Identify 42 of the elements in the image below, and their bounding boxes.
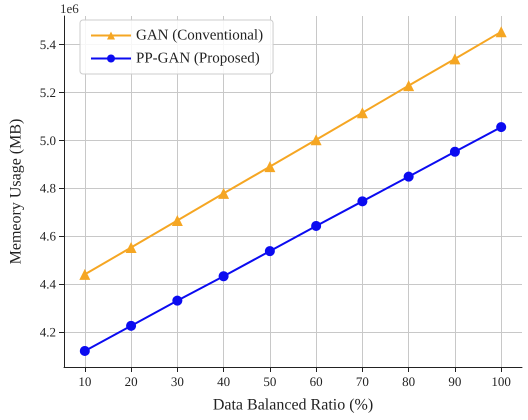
point [496,122,506,132]
point [126,242,137,254]
point [218,188,230,199]
point [79,268,90,280]
point [450,146,460,157]
legend-label: PP-GAN (Proposed) [136,50,260,66]
point [172,214,183,226]
x-tick-label: 20 [124,374,138,389]
point [356,107,368,118]
point [126,320,136,331]
y-tick-label: 5.4 [40,36,56,52]
x-tick-label: 50 [263,374,276,389]
point [496,26,507,38]
point [80,346,90,356]
x-tick-label: 70 [356,374,369,389]
x-tick-label: 60 [310,374,323,389]
x-axis-title: Data Balanced Ratio (%) [212,396,374,414]
point [172,296,182,306]
point [404,172,414,182]
x-tick-label: 30 [170,374,184,389]
x-tick-label: 100 [491,374,511,389]
x-tick-label: 80 [402,374,416,389]
legend-label: GAN (Conventional) [136,28,264,44]
y-axis-title: Memeory Usage (MB) [8,118,24,264]
point [264,161,276,172]
annotation: 1e6 [60,1,80,16]
x-tick-label: 40 [217,374,230,389]
y-tick-label: 4.8 [40,180,56,196]
point [311,220,322,231]
y-tick-label: 4.4 [40,276,56,292]
x-tick-label: 90 [448,374,462,389]
point [218,271,229,282]
y-tick-label: 4.2 [40,324,56,340]
x-tick-label: 10 [78,374,92,389]
y-tick-label: 4.6 [40,228,56,244]
point [449,53,460,64]
y-tick-label: 5.0 [40,132,56,148]
point [357,196,368,206]
point [403,80,414,92]
point [264,246,275,256]
point [310,134,322,146]
y-tick-label: 5.2 [40,84,56,100]
